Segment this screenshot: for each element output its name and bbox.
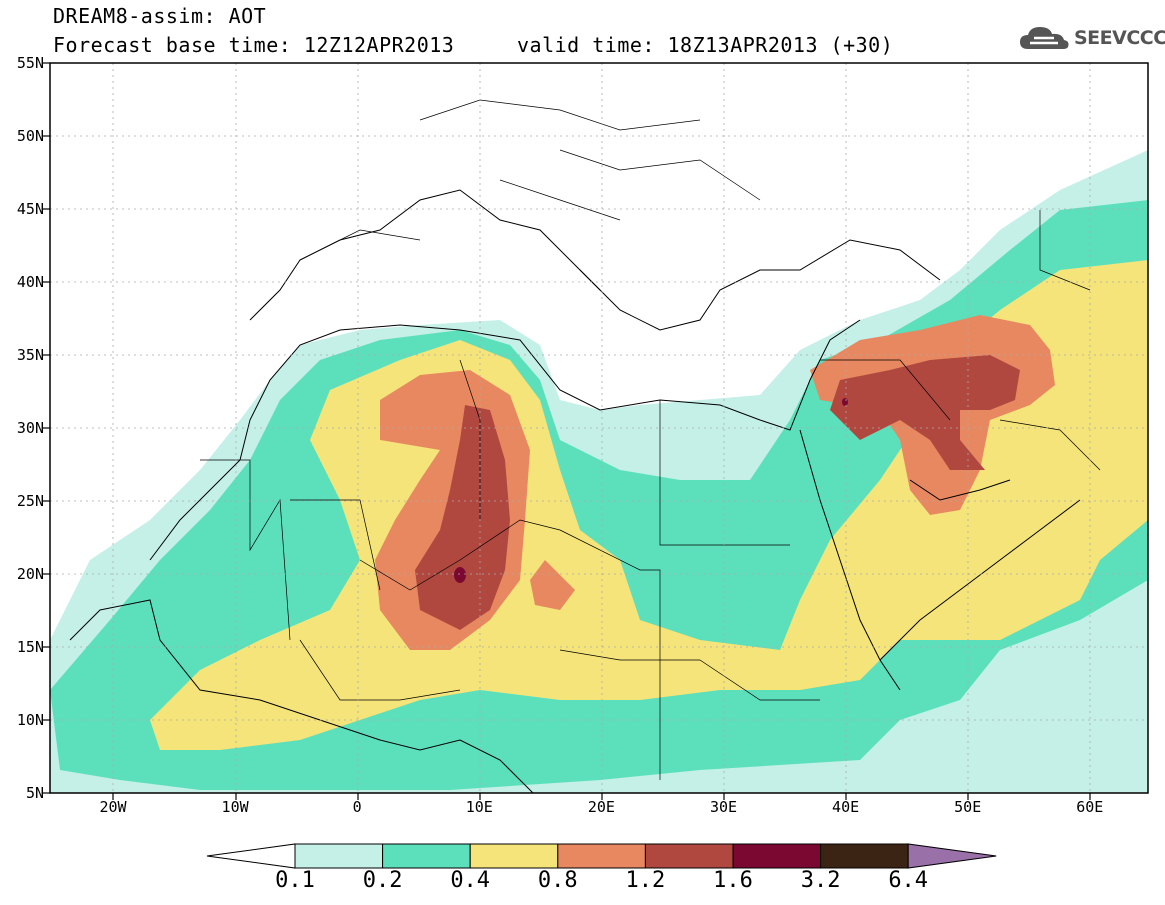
lat-label: 20N <box>16 565 44 583</box>
lat-label: 15N <box>16 638 44 656</box>
country-borders <box>200 99 1101 780</box>
aot-band-0.8b <box>530 560 575 610</box>
lat-label: 35N <box>16 346 44 364</box>
colorbar-label: 0.2 <box>362 868 403 893</box>
colorbar-segment <box>294 843 384 869</box>
lat-label: 55N <box>16 54 44 72</box>
aot-band-1.2 <box>415 405 510 630</box>
colorbar-label: 1.2 <box>625 868 666 893</box>
colorbar-segment <box>732 843 822 869</box>
forecast-times: Forecast base time: 12Z12APR2013 valid t… <box>53 33 894 57</box>
lon-label: 40E <box>832 798 860 816</box>
lat-label: 5N <box>25 784 44 802</box>
lon-label: 10W <box>221 798 249 816</box>
lon-label: 20E <box>587 798 615 816</box>
map-title: DREAM8-assim: AOT <box>53 4 267 28</box>
colorbar-segment <box>644 843 734 869</box>
aot-band-1.6 <box>454 567 466 583</box>
colorbar-label: 0.8 <box>537 868 578 893</box>
colorbar-under-triangle <box>206 843 296 869</box>
colorbar-segment <box>820 843 909 869</box>
lon-label: 30E <box>709 798 738 816</box>
colorbar-label: 0.1 <box>275 868 315 893</box>
lat-label: 30N <box>16 419 44 437</box>
lat-label: 40N <box>16 273 44 291</box>
cloud-icon <box>1020 27 1069 49</box>
lon-label: 50E <box>954 798 982 816</box>
logo-text: SEEVCCC <box>1074 27 1165 49</box>
axis-ticks <box>43 62 1091 800</box>
lon-label: 20W <box>99 798 127 816</box>
colorbar-label: 6.4 <box>888 868 929 893</box>
colorbar-segment <box>557 843 646 869</box>
lat-label: 45N <box>16 200 44 218</box>
colorbar <box>206 843 997 869</box>
seevccc-logo: SEEVCCC <box>1018 24 1165 52</box>
colorbar-segment <box>469 843 559 869</box>
colorbar-label: 0.4 <box>450 868 491 893</box>
colorbar-over-triangle <box>907 843 997 869</box>
coastlines <box>69 189 1081 793</box>
lon-label: 10E <box>465 798 493 816</box>
lat-label: 50N <box>16 127 44 145</box>
graticule <box>50 63 1148 793</box>
aot-band-1.2b <box>830 355 1020 470</box>
aot-field <box>50 150 1148 793</box>
lon-label: 0 <box>352 798 362 816</box>
lat-label: 10N <box>16 711 44 729</box>
colorbar-segment <box>382 843 471 869</box>
colorbar-label: 1.6 <box>713 868 753 893</box>
aot-band-1.6b <box>842 398 848 406</box>
lon-label: 60E <box>1076 798 1104 816</box>
lat-label: 25N <box>16 492 44 510</box>
colorbar-label: 3.2 <box>800 868 841 893</box>
